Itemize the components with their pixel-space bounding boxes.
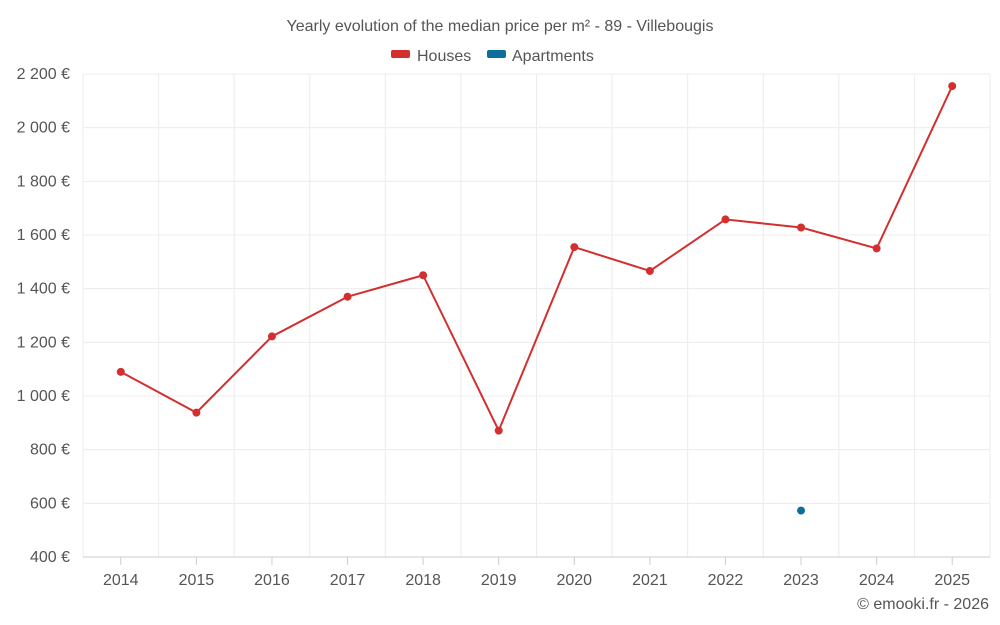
legend-item-apartments[interactable]: Apartments (487, 48, 594, 65)
y-tick-label: 1 000 € (17, 388, 70, 405)
y-tick-label: 2 200 € (17, 66, 70, 83)
data-point-houses-2017[interactable] (343, 292, 352, 301)
legend-item-houses[interactable]: Houses (391, 48, 471, 65)
data-point-houses-2016[interactable] (267, 332, 276, 341)
legend: Houses Apartments (391, 48, 594, 65)
legend-label-houses: Houses (417, 48, 471, 65)
data-point-houses-2025[interactable] (948, 82, 957, 91)
x-tick-label: 2023 (783, 572, 819, 589)
data-point-houses-2023[interactable] (797, 223, 806, 232)
y-tick-label: 400 € (30, 549, 70, 566)
x-tick-label: 2019 (481, 572, 517, 589)
y-tick-label: 1 200 € (17, 334, 70, 351)
legend-swatch-apartments (487, 50, 506, 58)
x-tick-label: 2018 (405, 572, 441, 589)
legend-swatch-houses (391, 50, 410, 58)
x-tick-label: 2015 (179, 572, 215, 589)
y-tick-label: 800 € (30, 442, 70, 459)
x-tick-label: 2022 (708, 572, 744, 589)
x-tick-label: 2014 (103, 572, 139, 589)
series-houses (116, 82, 957, 435)
x-tick-label: 2016 (254, 572, 290, 589)
series-line-houses (120, 85, 954, 432)
y-tick-label: 2 000 € (17, 120, 70, 137)
credit: © emooki.fr - 2026 (857, 596, 989, 613)
x-tick-label: 2020 (556, 572, 592, 589)
data-point-houses-2014[interactable] (116, 367, 125, 376)
x-tick-label: 2025 (934, 572, 970, 589)
y-tick-label: 1 800 € (17, 173, 70, 190)
data-point-houses-2024[interactable] (872, 244, 881, 253)
grid (82, 73, 991, 557)
data-point-houses-2020[interactable] (570, 243, 579, 252)
series-apartments (797, 506, 806, 515)
x-tick-label: 2017 (330, 572, 366, 589)
chart-title: Yearly evolution of the median price per… (287, 18, 714, 35)
data-point-houses-2019[interactable] (494, 426, 503, 435)
data-point-houses-2021[interactable] (645, 266, 654, 275)
data-point-apartments-2023[interactable] (797, 506, 806, 515)
y-tick-label: 1 400 € (17, 281, 70, 298)
legend-label-apartments: Apartments (512, 48, 594, 65)
data-point-houses-2015[interactable] (192, 408, 201, 417)
axes: 400 € 600 € 800 € 1 000 € 1 200 € 1 400 € 1 60… (17, 66, 990, 589)
x-tick-label: 2021 (632, 572, 668, 589)
series (116, 82, 957, 515)
data-point-houses-2018[interactable] (419, 271, 428, 280)
y-tick-label: 600 € (30, 495, 70, 512)
x-tick-label: 2024 (859, 572, 895, 589)
y-tick-label: 1 600 € (17, 227, 70, 244)
data-point-houses-2022[interactable] (721, 215, 730, 224)
